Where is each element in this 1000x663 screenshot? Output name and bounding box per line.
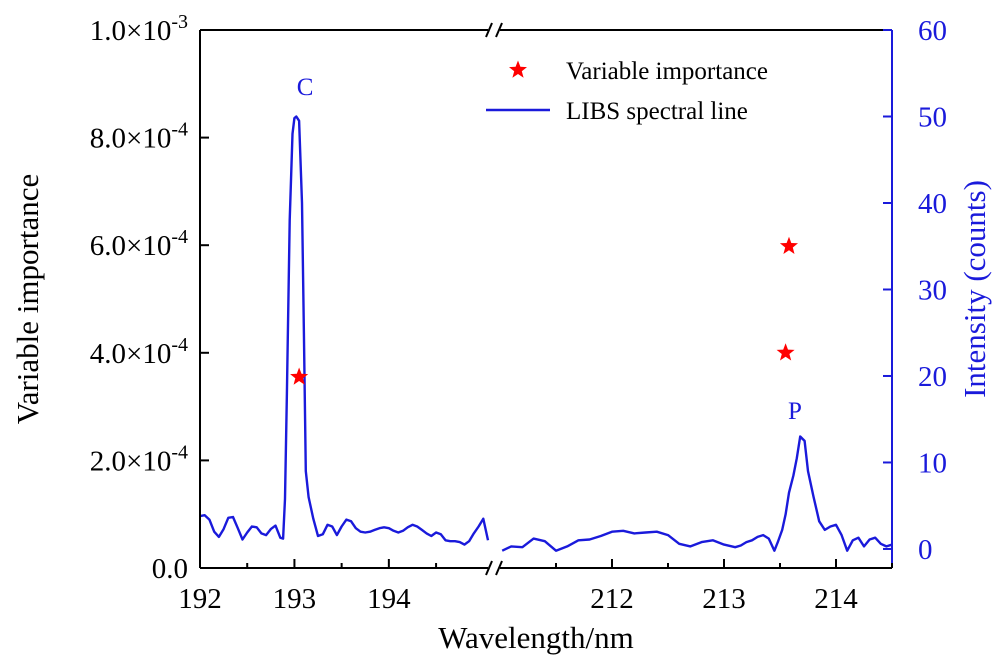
importance-star [779, 236, 798, 254]
left-y-tick-label: 0.0 [152, 553, 188, 585]
importance-star [290, 367, 309, 385]
axes-layer [199, 22, 893, 576]
right-y-tick-label: 30 [918, 274, 947, 306]
x-tick-label: 193 [273, 583, 317, 615]
x-tick-label: 214 [814, 583, 858, 615]
spectral-line-segment [501, 435, 893, 552]
x-tick-label: 192 [178, 583, 222, 615]
right-y-tick-label: 20 [918, 361, 947, 393]
legend-label-spectral-line: LIBS spectral line [566, 98, 748, 125]
x-tick-label: 212 [590, 583, 634, 615]
right-y-tick-label: 50 [918, 101, 947, 133]
left-y-tick-label: 6.0×10-4 [90, 226, 188, 262]
legend-star-marker [509, 60, 527, 78]
axis-break-mark [485, 560, 493, 576]
left-y-axis-title: Variable importance [10, 174, 45, 424]
peak-annotation: P [788, 398, 802, 425]
right-y-axis-title: Intensity (counts) [957, 180, 992, 398]
left-y-tick-label: 8.0×10-4 [90, 119, 188, 155]
peak-annotation: C [297, 74, 314, 101]
importance-star [776, 343, 795, 361]
x-tick-label: 194 [367, 583, 411, 615]
series-layer [199, 115, 893, 552]
right-y-tick-label: 40 [918, 188, 947, 220]
x-axis-title: Wavelength/nm [438, 620, 634, 655]
right-y-tick-label: 0 [918, 534, 933, 566]
axis-break-mark [485, 22, 493, 38]
axis-break-mark [495, 560, 503, 576]
axis-break-mark [495, 22, 503, 38]
right-y-tick-label: 60 [918, 15, 947, 47]
spectral-line-segment [199, 115, 490, 546]
x-tick-label: 213 [702, 583, 746, 615]
right-y-tick-label: 10 [918, 447, 947, 479]
text-layer: 0.0 2.0×10-4 4.0×10-4 6.0×10-4 8.0×10-4 1.0×1… [10, 11, 992, 655]
left-y-tick-label: 2.0×10-4 [90, 441, 188, 477]
left-y-tick-label: 1.0×10-3 [90, 11, 188, 47]
left-y-tick-label: 4.0×10-4 [90, 334, 188, 370]
legend-label-importance: Variable importance [566, 58, 768, 85]
